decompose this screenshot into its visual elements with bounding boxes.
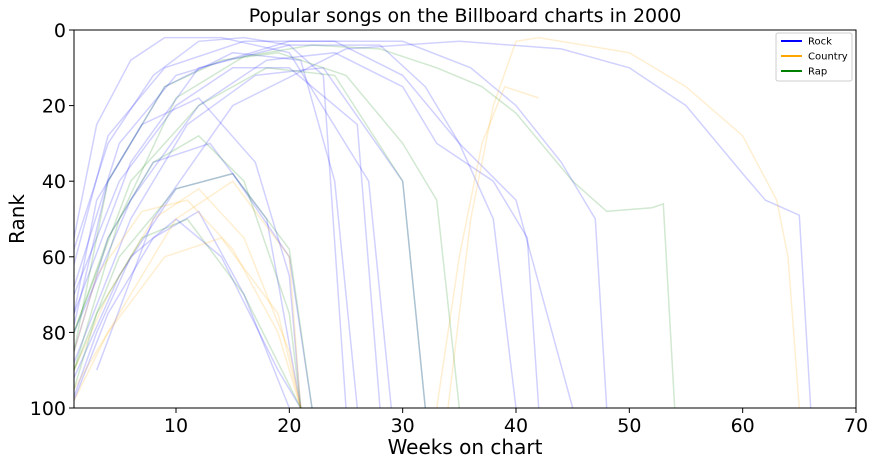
series-line-rock-13 — [74, 218, 302, 408]
x-axis-label: Weeks on chart — [388, 435, 543, 459]
series-line-rock-1 — [74, 67, 381, 408]
series-line-rock-2 — [74, 36, 393, 408]
x-tick-label: 70 — [844, 415, 868, 437]
x-tick-label: 60 — [731, 415, 755, 437]
series-line-rock-4 — [74, 44, 517, 408]
y-tick-label: 0 — [54, 20, 66, 42]
x-tick-label: 20 — [277, 415, 301, 437]
series-line-country-18 — [74, 180, 302, 408]
series-line-country-20 — [74, 237, 302, 408]
series-line-rap-23 — [74, 134, 302, 408]
y-tick-label: 20 — [42, 96, 66, 118]
y-axis-label: Rank — [5, 194, 29, 244]
legend-label-rap: Rap — [808, 67, 827, 78]
series-line-rock-9 — [74, 172, 313, 408]
x-tick-label: 40 — [504, 415, 528, 437]
y-tick-label: 80 — [42, 322, 66, 344]
series-group — [74, 36, 812, 408]
series-line-rock-10 — [74, 97, 302, 408]
series-line-country-15 — [447, 36, 801, 408]
chart-title: Popular songs on the Billboard charts in… — [249, 5, 682, 27]
series-line-rock-3 — [74, 51, 540, 408]
y-tick-label: 40 — [42, 171, 66, 193]
legend-box — [775, 32, 853, 82]
x-tick-label: 50 — [617, 415, 641, 437]
series-line-country-19 — [74, 199, 302, 408]
plot-area-frame — [73, 29, 857, 409]
series-line-rock-8 — [74, 142, 302, 408]
series-line-rap-21 — [74, 44, 676, 408]
y-tick-label: 60 — [42, 247, 66, 269]
series-line-rock-5 — [74, 40, 608, 408]
series-line-country-17 — [74, 187, 302, 408]
legend-label-rock: Rock — [808, 37, 832, 48]
legend-label-country: Country — [808, 52, 848, 63]
series-line-country-16 — [435, 85, 539, 408]
x-tick-label: 30 — [391, 415, 415, 437]
series-line-rock-14 — [74, 210, 290, 408]
y-axis: 0 20 40 60 80 100 — [30, 20, 74, 420]
series-line-rock-12 — [74, 67, 427, 408]
series-line-rock-6 — [74, 40, 574, 408]
series-line-rock-11 — [74, 51, 359, 408]
series-line-rap-24 — [74, 172, 313, 408]
x-axis: 10 20 30 40 50 60 70 — [164, 408, 868, 437]
series-line-rock-7 — [95, 40, 812, 408]
x-tick-label: 10 — [164, 415, 188, 437]
y-tick-label: 100 — [30, 398, 66, 420]
series-line-rap-26 — [74, 67, 427, 408]
series-line-rap-25 — [74, 218, 302, 408]
series-line-rock-0 — [74, 36, 347, 408]
series-line-rap-22 — [74, 51, 461, 408]
legend: Rock Country Rap — [775, 32, 853, 82]
